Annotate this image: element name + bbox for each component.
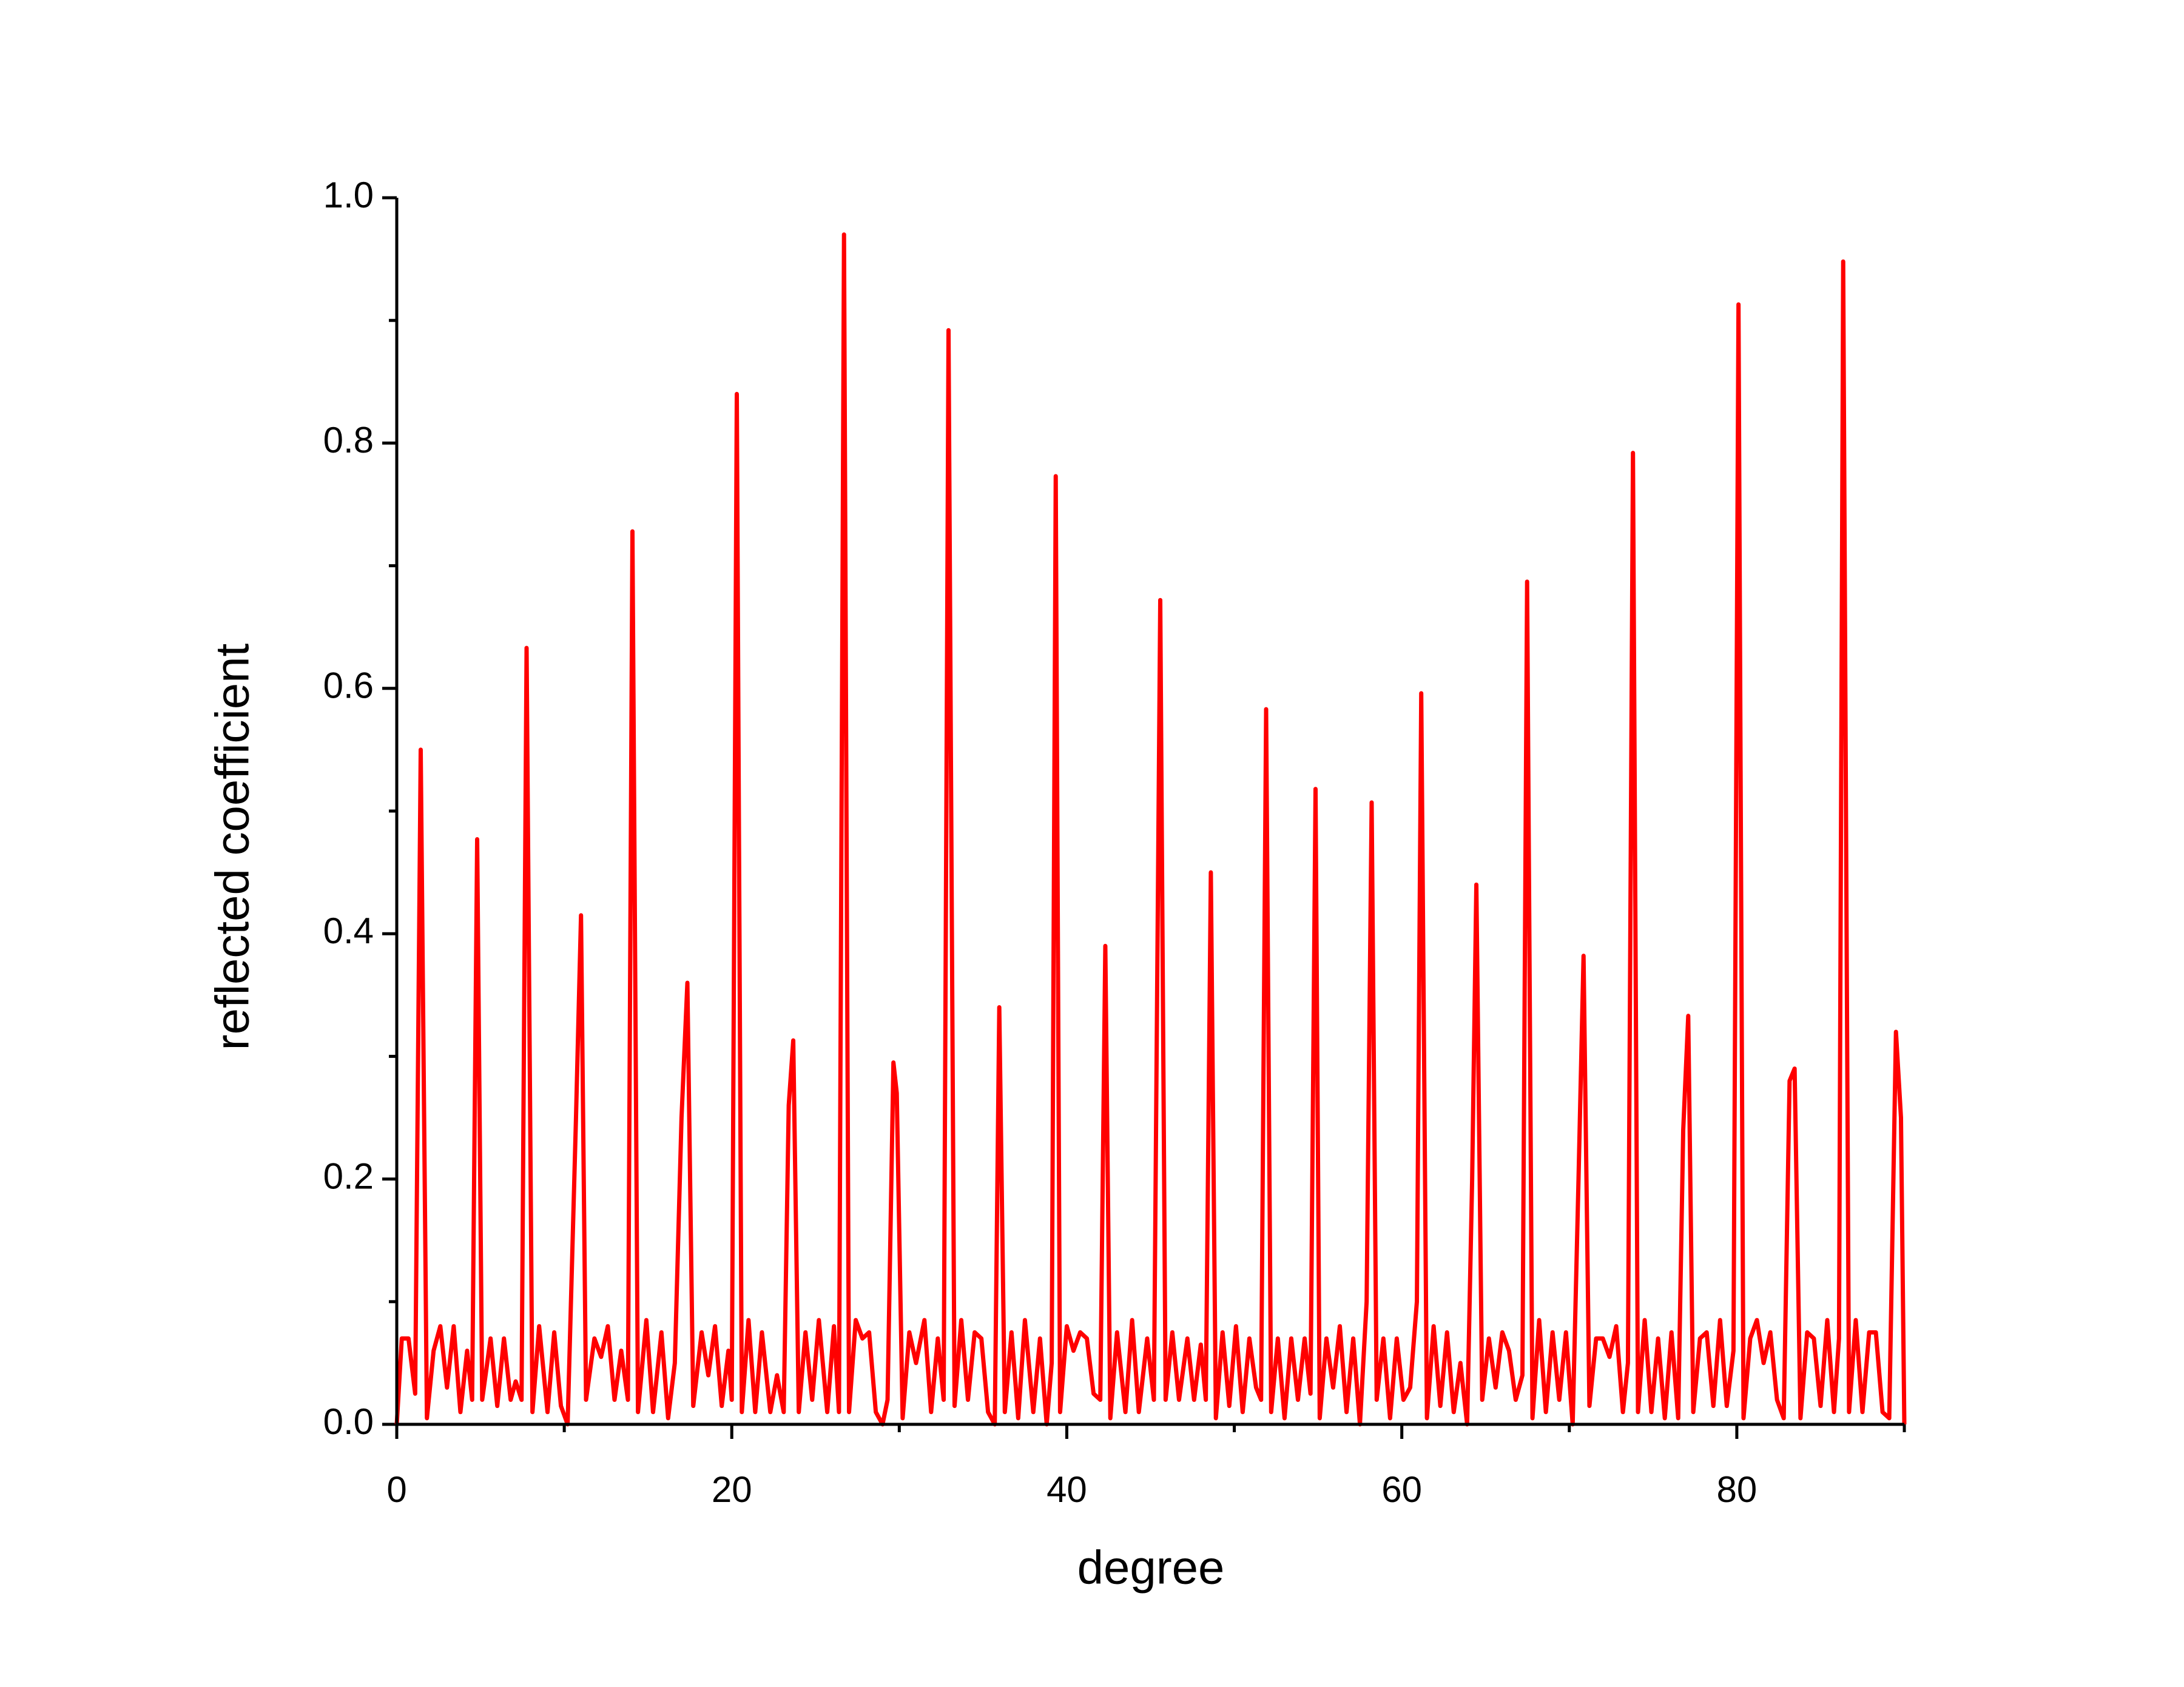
x-tick-label: 0	[386, 1469, 406, 1510]
x-tick-label: 60	[1381, 1469, 1422, 1510]
x-tick-label: 40	[1046, 1469, 1087, 1510]
data-line	[394, 232, 1907, 1427]
y-tick-label: 0.6	[323, 665, 374, 706]
y-tick-label: 0.2	[323, 1156, 374, 1196]
y-tick-label: 0.0	[323, 1401, 374, 1442]
x-tick-label: 80	[1717, 1469, 1758, 1510]
y-tick-label: 0.8	[323, 420, 374, 460]
y-tick-label: 0.4	[323, 911, 374, 951]
x-tick-label: 20	[712, 1469, 752, 1510]
y-axis-title: reflected coefficient	[206, 643, 259, 1050]
y-tick-label: 1.0	[323, 175, 374, 215]
x-axis-title: degree	[1077, 1541, 1225, 1594]
